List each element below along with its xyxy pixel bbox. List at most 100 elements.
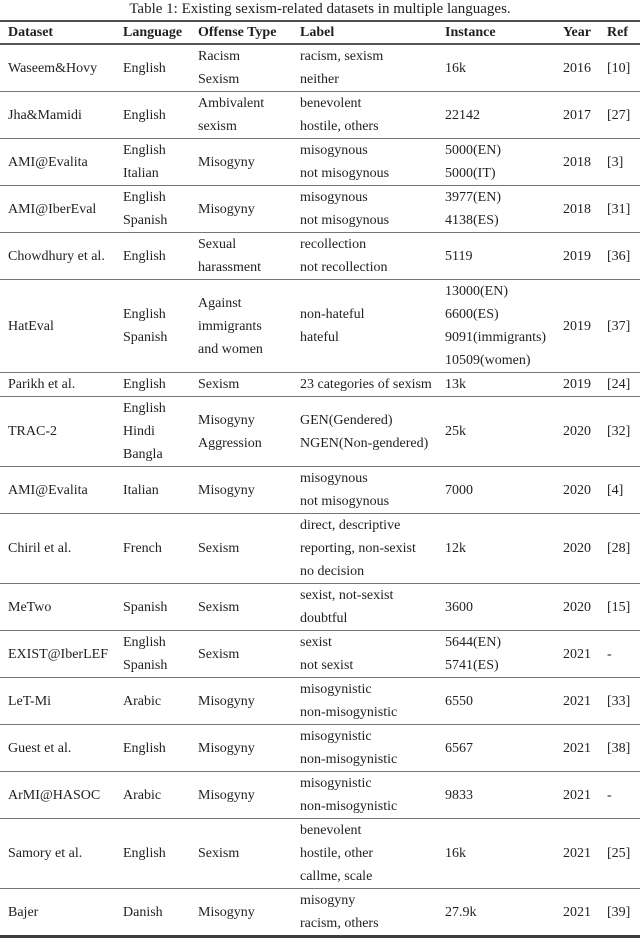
cell-language: English bbox=[123, 725, 198, 772]
cell-line: 3977(EN) bbox=[445, 190, 501, 205]
cell-line: 9833 bbox=[445, 787, 473, 803]
cell-instance: 27.9k bbox=[445, 889, 563, 937]
cell-line: Parikh et al. bbox=[8, 377, 76, 392]
cell-line: 2020 bbox=[563, 541, 591, 556]
cell-year: 2020 bbox=[563, 514, 607, 584]
cell-label: sexist, not-sexist doubtful bbox=[300, 584, 445, 631]
cell-line: 16k bbox=[445, 60, 466, 76]
cell-year: 2019 bbox=[563, 280, 607, 373]
cell-line: 27.9k bbox=[445, 904, 477, 920]
cell-line: English bbox=[123, 740, 166, 756]
cell-instance: 13k bbox=[445, 373, 563, 397]
cell-line: AMI@Evalita bbox=[8, 482, 88, 498]
cell-line: 5644(EN) bbox=[445, 635, 501, 650]
cell-line: [38] bbox=[607, 740, 631, 756]
cell-year: 2018 bbox=[563, 139, 607, 186]
cell-line: English bbox=[123, 846, 166, 861]
cell-line: French bbox=[123, 541, 162, 556]
cell-line: not misogynous bbox=[300, 166, 390, 181]
cell-line: Sexism bbox=[198, 377, 240, 392]
cell-line: - bbox=[607, 646, 612, 662]
cell-dataset: AMI@Evalita bbox=[0, 467, 123, 514]
cell-line: [25] bbox=[607, 846, 631, 861]
cell-line: Ambivalent bbox=[198, 96, 265, 111]
cell-line: misogynistic bbox=[300, 729, 372, 744]
cell-line: [28] bbox=[607, 541, 631, 556]
table-row: Jha&Mamidi English Ambivalent sexism bene… bbox=[0, 92, 640, 139]
cell-offense-type: Sexism bbox=[198, 819, 300, 889]
cell-line: 23 categories of sexism bbox=[300, 377, 432, 392]
table-row: HatEval English Spanish Against immigrants… bbox=[0, 280, 640, 373]
cell-line: MeTwo bbox=[8, 599, 52, 615]
cell-year: 2021 bbox=[563, 725, 607, 772]
cell-label: benevolent hostile, other callme, scale bbox=[300, 819, 445, 889]
cell-ref: [32] bbox=[607, 397, 640, 467]
cell-line: - bbox=[607, 787, 612, 803]
cell-line: harassment bbox=[198, 260, 261, 275]
cell-label: non-hateful hateful bbox=[300, 280, 445, 373]
cell-ref: - bbox=[607, 772, 640, 819]
cell-instance: 9833 bbox=[445, 772, 563, 819]
cell-offense-type: Sexism bbox=[198, 514, 300, 584]
cell-ref: [38] bbox=[607, 725, 640, 772]
cell-line: [10] bbox=[607, 60, 631, 76]
cell-label: GEN(Gendered) NGEN(Non-gendered) bbox=[300, 397, 445, 467]
cell-instance: 6550 bbox=[445, 678, 563, 725]
cell-offense-type: Misogyny bbox=[198, 467, 300, 514]
cell-line: Misogyny bbox=[198, 904, 255, 920]
cell-dataset: Guest et al. bbox=[0, 725, 123, 772]
cell-label: misogynistic non-misogynistic bbox=[300, 678, 445, 725]
cell-line: sexist, not-sexist bbox=[300, 588, 394, 603]
table-row: MeTwo Spanish Sexism sexist, not-sexist d… bbox=[0, 584, 640, 631]
cell-line: 7000 bbox=[445, 482, 473, 498]
cell-line: 5119 bbox=[445, 248, 473, 264]
cell-line: 2019 bbox=[563, 248, 591, 264]
cell-line: [27] bbox=[607, 107, 631, 123]
cell-line: 6550 bbox=[445, 693, 473, 709]
cell-line: English bbox=[123, 307, 166, 322]
cell-year: 2020 bbox=[563, 584, 607, 631]
table-row: AMI@IberEval English Spanish Misogyny mis… bbox=[0, 186, 640, 233]
cell-line: Arabic bbox=[123, 693, 162, 709]
cell-line: 2018 bbox=[563, 154, 591, 170]
cell-line: Sexism bbox=[198, 541, 240, 556]
cell-ref: [3] bbox=[607, 139, 640, 186]
cell-ref: [37] bbox=[607, 280, 640, 373]
cell-offense-type: Sexual harassment bbox=[198, 233, 300, 280]
cell-year: 2019 bbox=[563, 233, 607, 280]
table-row: Parikh et al. English Sexism 23 categori… bbox=[0, 373, 640, 397]
cell-line: [39] bbox=[607, 904, 631, 920]
cell-line: TRAC-2 bbox=[8, 424, 57, 439]
cell-line: AMI@IberEval bbox=[8, 201, 97, 217]
cell-line: Spanish bbox=[123, 599, 168, 615]
cell-language: Italian bbox=[123, 467, 198, 514]
cell-line: 4138(ES) bbox=[445, 213, 499, 228]
cell-line: Italian bbox=[123, 482, 159, 498]
cell-line: Sexism bbox=[198, 72, 240, 87]
cell-language: English Spanish bbox=[123, 631, 198, 678]
cell-line: 2021 bbox=[563, 740, 591, 756]
cell-dataset: Samory et al. bbox=[0, 819, 123, 889]
cell-line: Misogyny bbox=[198, 412, 255, 428]
cell-ref: [15] bbox=[607, 584, 640, 631]
cell-line: misogynous bbox=[300, 190, 368, 205]
cell-line: [24] bbox=[607, 377, 631, 392]
cell-line: misogynous bbox=[300, 143, 368, 158]
cell-line: recollection bbox=[300, 237, 367, 252]
cell-line: [15] bbox=[607, 599, 631, 615]
cell-ref: [10] bbox=[607, 44, 640, 92]
cell-line: Spanish bbox=[123, 658, 168, 673]
cell-line: 2020 bbox=[563, 599, 591, 615]
cell-language: English bbox=[123, 819, 198, 889]
cell-language: English bbox=[123, 233, 198, 280]
cell-line: [36] bbox=[607, 248, 631, 264]
cell-line: ArMI@HASOC bbox=[8, 787, 101, 803]
header-offense-type: Offense Type bbox=[198, 25, 277, 40]
cell-year: 2016 bbox=[563, 44, 607, 92]
cell-line: 25k bbox=[445, 424, 466, 439]
cell-language: English bbox=[123, 44, 198, 92]
cell-offense-type: Misogyny bbox=[198, 725, 300, 772]
cell-dataset: Parikh et al. bbox=[0, 373, 123, 397]
cell-line: NGEN(Non-gendered) bbox=[300, 435, 429, 451]
cell-ref: [39] bbox=[607, 889, 640, 937]
